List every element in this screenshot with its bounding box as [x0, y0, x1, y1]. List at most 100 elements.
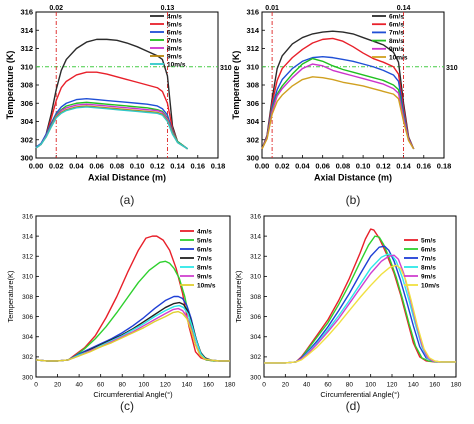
panel-c-chart: 0 20 40 60 80 100 120 140 160 180 300 302 304 306 308 3… [6, 213, 236, 399]
x-tick-label: 0.06 [89, 162, 104, 171]
panel-label-d: (d) [346, 399, 361, 413]
legend-label: 4m/s [197, 228, 212, 235]
y-tick-label: 302 [246, 135, 259, 144]
x-tick-label: 0.10 [130, 162, 145, 171]
y-tick-label: 314 [20, 26, 33, 35]
y-tick-label: 306 [246, 99, 259, 108]
legend-label: 6m/s [389, 13, 404, 20]
legend-label: 6m/s [197, 246, 212, 253]
x-tick-label: 60 [324, 382, 332, 389]
legend-label: 4m/s [167, 13, 182, 20]
y-tick-label: 304 [246, 117, 259, 126]
series-line-10m-s [261, 76, 415, 150]
x-tick-label: 0.00 [29, 162, 44, 171]
x-tick-label: 120 [387, 382, 398, 389]
series-line-10m-s [35, 106, 189, 150]
reference-hline-label: 310 [220, 65, 232, 72]
y-tick-label: 300 [20, 154, 33, 163]
legend-label: 6m/s [167, 29, 182, 36]
x-tick-label: 0.10 [356, 162, 371, 171]
x-tick-label: 0.00 [255, 162, 270, 171]
legend-label: 5m/s [421, 237, 436, 244]
legend-label: 9m/s [421, 273, 436, 280]
reference-vline-label: 0.14 [397, 5, 411, 12]
x-tick-label: 100 [138, 382, 149, 389]
legend-label: 7m/s [197, 255, 212, 262]
x-tick-label: 180 [451, 382, 462, 389]
x-tick-label: 0.08 [110, 162, 125, 171]
x-tick-label: 0.06 [315, 162, 330, 171]
reference-vline-label: 0.01 [265, 5, 279, 12]
y-tick-label: 308 [20, 81, 33, 90]
series-line-6m-s [35, 97, 189, 150]
y-tick-label: 300 [22, 374, 33, 381]
y-tick-label: 308 [246, 81, 259, 90]
y-tick-label: 310 [246, 62, 259, 71]
y-axis-label: Temperature (K) [231, 51, 241, 120]
legend-label: 10m/s [389, 54, 408, 61]
series-line-10m-s [264, 264, 456, 364]
x-tick-label: 80 [346, 382, 354, 389]
legend-label: 9m/s [389, 46, 404, 53]
y-tick-label: 304 [250, 334, 261, 341]
x-tick-label: 0.18 [437, 162, 452, 171]
panel-b-chart: 0.00 0.02 0.04 0.06 0.08 0.10 0.12 0.14 0.16 0.18… [231, 5, 458, 183]
y-tick-label: 304 [20, 117, 33, 126]
x-tick-label: 0.16 [190, 162, 205, 171]
series-line-6m-s [261, 37, 415, 150]
reference-hline-label: 310 [446, 65, 458, 72]
x-axis-label: Axial Distance (m) [314, 173, 392, 183]
y-tick-label: 302 [22, 354, 33, 361]
legend-label: 8m/s [167, 45, 182, 52]
x-axis-label: Circumferential Angle(°) [320, 390, 400, 399]
y-tick-label: 316 [246, 8, 259, 17]
x-tick-label: 100 [365, 382, 376, 389]
series-line-7m-s [264, 245, 456, 364]
x-tick-label: 0.08 [336, 162, 351, 171]
series-line-4m-s [35, 38, 189, 150]
y-tick-label: 306 [22, 314, 33, 321]
y-tick-label: 312 [22, 254, 33, 261]
legend-label: 5m/s [197, 237, 212, 244]
y-tick-label: 302 [250, 354, 261, 361]
x-tick-label: 80 [119, 382, 127, 389]
y-tick-label: 306 [20, 99, 33, 108]
legend-label: 9m/s [197, 273, 212, 280]
series-line-8m-s [35, 304, 230, 362]
y-tick-label: 310 [20, 62, 33, 71]
series-line-9m-s [264, 254, 456, 364]
series-line-10m-s [35, 310, 230, 362]
x-tick-label: 0.14 [396, 162, 411, 171]
legend-label: 8m/s [197, 264, 212, 271]
x-tick-label: 20 [54, 382, 62, 389]
legend-label: 5m/s [167, 21, 182, 28]
x-tick-label: 0 [262, 382, 266, 389]
legend-label: 7m/s [389, 30, 404, 37]
x-tick-label: 140 [181, 382, 192, 389]
y-axis-label: Temperature (K) [5, 51, 15, 120]
legend-label: 8m/s [389, 38, 404, 45]
y-tick-label: 312 [250, 254, 261, 261]
x-tick-label: 40 [75, 382, 83, 389]
x-tick-label: 0.18 [211, 162, 226, 171]
y-tick-label: 302 [20, 135, 33, 144]
legend-label: 6m/s [421, 246, 436, 253]
y-axis-label: Temperature(K) [234, 270, 243, 323]
x-axis-label: Axial Distance (m) [88, 173, 166, 183]
series-line-4m-s [35, 235, 230, 362]
y-tick-label: 312 [246, 44, 259, 53]
series-line-9m-s [261, 63, 415, 150]
y-tick-label: 310 [22, 274, 33, 281]
legend-label: 9m/s [167, 53, 182, 60]
y-tick-label: 312 [20, 44, 33, 53]
y-tick-label: 300 [246, 154, 259, 163]
x-tick-label: 0.16 [416, 162, 431, 171]
y-tick-label: 314 [250, 233, 261, 240]
x-tick-label: 20 [282, 382, 290, 389]
legend-label: 6m/s [389, 22, 404, 29]
legend-label: 7m/s [421, 255, 436, 262]
x-tick-label: 0.04 [295, 162, 310, 171]
x-tick-label: 0 [34, 382, 38, 389]
y-tick-label: 316 [250, 213, 261, 220]
y-tick-label: 304 [22, 334, 33, 341]
